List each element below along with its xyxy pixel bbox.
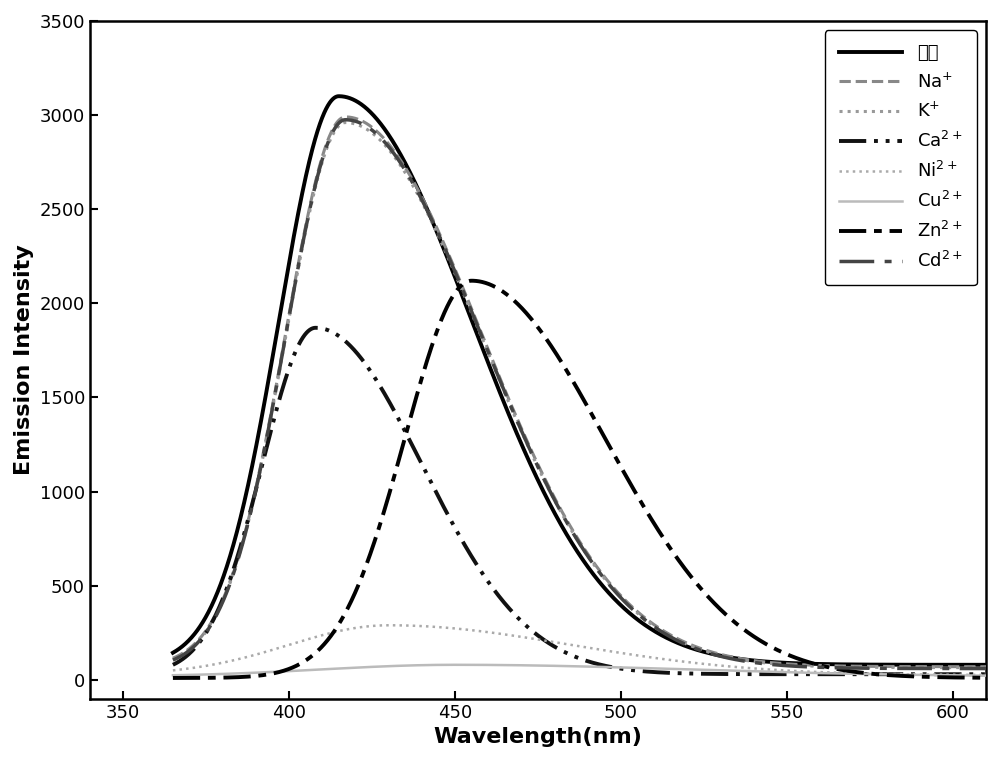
X-axis label: Wavelength(nm): Wavelength(nm): [434, 727, 642, 747]
Y-axis label: Emission Intensity: Emission Intensity: [14, 244, 34, 475]
Legend: 探针, Na$^{+}$, K$^{+}$, Ca$^{2+}$, Ni$^{2+}$, Cu$^{2+}$, Zn$^{2+}$, Cd$^{2+}$: 探针, Na$^{+}$, K$^{+}$, Ca$^{2+}$, Ni$^{2…: [825, 30, 977, 285]
